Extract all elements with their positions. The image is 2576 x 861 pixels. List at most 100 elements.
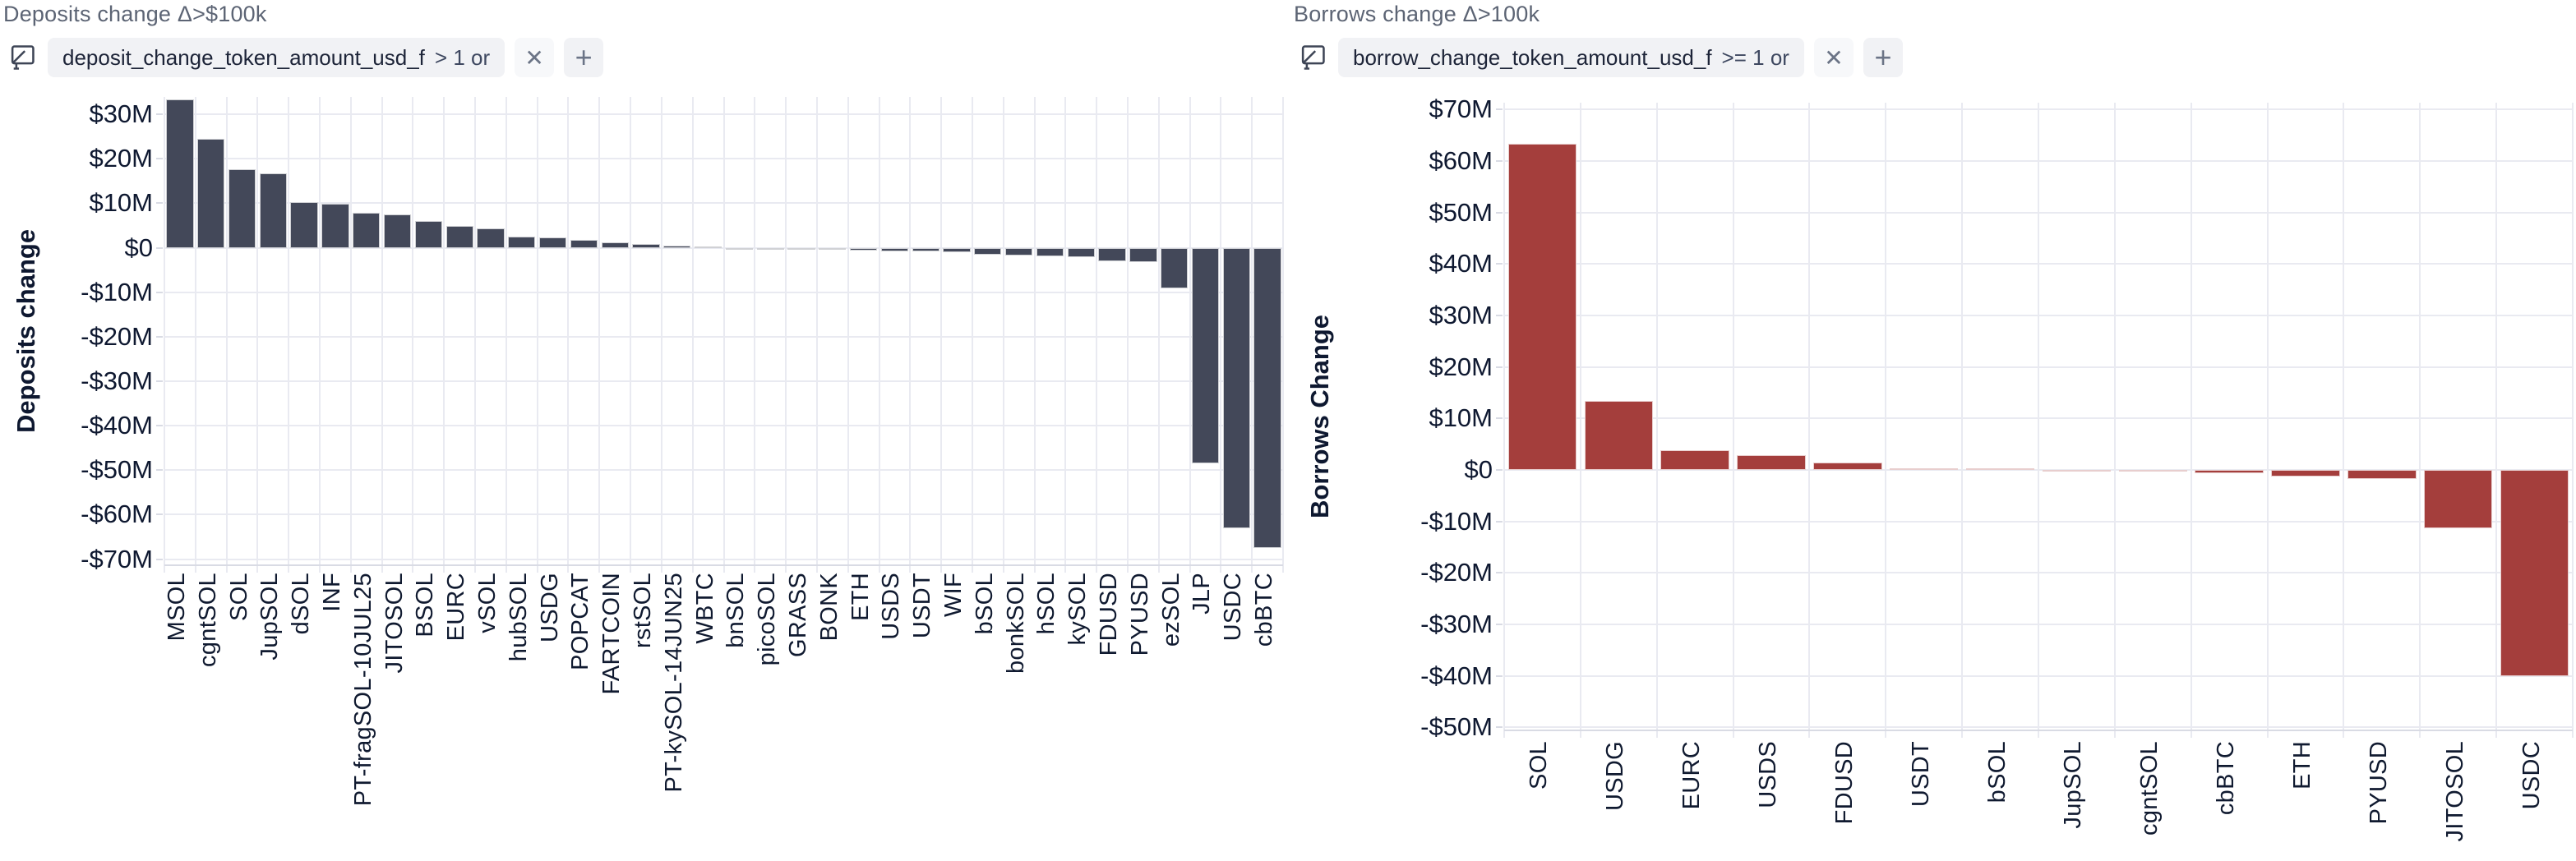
- remove-filter-button[interactable]: ✕: [1813, 38, 1854, 77]
- bar-USDS[interactable]: [1737, 455, 1806, 470]
- bar-bSOL[interactable]: [974, 247, 1002, 255]
- bar-SOL[interactable]: [1507, 144, 1577, 470]
- x-tick-label: EURC: [443, 573, 470, 642]
- y-gridline: [1504, 159, 2573, 162]
- bar-GRASS[interactable]: [787, 247, 815, 250]
- bar-kySOL[interactable]: [1067, 247, 1095, 258]
- bar-rstSOL[interactable]: [632, 244, 660, 248]
- bar-POPCAT[interactable]: [570, 240, 598, 248]
- bar-JLP[interactable]: [1191, 247, 1220, 463]
- bar-USDC[interactable]: [1222, 247, 1250, 528]
- y-gridline: [164, 158, 1283, 160]
- x-tick-label: cbBTC: [2213, 741, 2240, 816]
- bar-ETH[interactable]: [2271, 470, 2340, 477]
- remove-filter-button[interactable]: ✕: [515, 38, 555, 77]
- x-gridline: [1064, 97, 1067, 573]
- bar-USDG[interactable]: [538, 237, 567, 248]
- bar-WIF[interactable]: [943, 247, 971, 252]
- bar-cgntSOL[interactable]: [197, 138, 225, 248]
- bar-PT-fragSOL-10JUL25[interactable]: [353, 213, 381, 248]
- filter-field-label: borrow_change_token_amount_usd_f: [1353, 44, 1712, 70]
- x-gridline: [1220, 97, 1222, 573]
- bar-hubSOL[interactable]: [508, 236, 536, 248]
- x-gridline: [754, 97, 756, 573]
- x-tick-label: JLP: [1189, 573, 1216, 615]
- explore-chart-icon[interactable]: [7, 42, 38, 73]
- add-filter-button[interactable]: +: [564, 38, 604, 77]
- bar-BSOL[interactable]: [414, 220, 442, 248]
- bar-cgntSOL[interactable]: [2118, 470, 2188, 472]
- x-tick-label: kySOL: [1064, 573, 1092, 646]
- x-gridline: [1126, 97, 1129, 573]
- y-tick-label: -$20M: [81, 321, 153, 351]
- x-tick-label: USDG: [536, 573, 563, 642]
- x-tick-label: JupSOL: [256, 573, 284, 661]
- bar-PYUSD[interactable]: [2347, 470, 2417, 480]
- bar-cbBTC[interactable]: [1253, 247, 1281, 549]
- x-tick-label: POPCAT: [567, 573, 594, 670]
- close-icon: ✕: [524, 44, 544, 71]
- y-gridline: [164, 246, 1283, 249]
- filter-chip[interactable]: deposit_change_token_amount_usd_f > 1 or: [48, 38, 506, 77]
- bar-USDS[interactable]: [880, 247, 909, 251]
- bar-JITOSOL[interactable]: [383, 214, 412, 248]
- bar-JITOSOL[interactable]: [2423, 470, 2493, 528]
- x-tick-label: USDG: [1602, 741, 1629, 811]
- bar-hSOL[interactable]: [1036, 247, 1064, 257]
- bar-BONK[interactable]: [819, 247, 847, 251]
- x-tick-label: USDC: [1220, 573, 1247, 642]
- bar-FDUSD[interactable]: [1813, 462, 1882, 470]
- filter-condition-label: >= 1 or: [1721, 44, 1789, 70]
- y-tick-mark: [156, 202, 163, 205]
- bar-JupSOL[interactable]: [259, 173, 287, 248]
- bar-EURC[interactable]: [445, 226, 473, 248]
- borrows-bar-chart: $70M $60M $50M $40M $30M $20M $10M $0 -$10M -$20M…: [1290, 0, 2576, 861]
- bar-INF[interactable]: [321, 204, 349, 248]
- bar-bonkSOL[interactable]: [1005, 247, 1033, 256]
- x-gridline: [722, 97, 725, 573]
- bar-SOL[interactable]: [228, 169, 256, 248]
- bar-ETH[interactable]: [849, 247, 878, 251]
- bar-FDUSD[interactable]: [1098, 247, 1126, 261]
- y-tick-mark: [156, 335, 163, 338]
- bar-dSOL[interactable]: [290, 202, 318, 248]
- x-tick-label: picoSOL: [754, 573, 781, 666]
- x-gridline: [1655, 103, 1658, 738]
- filter-chip[interactable]: borrow_change_token_amount_usd_f >= 1 or: [1338, 38, 1804, 77]
- bar-cbBTC[interactable]: [2195, 470, 2264, 474]
- bar-USDG[interactable]: [1584, 401, 1654, 470]
- bar-USDT[interactable]: [912, 247, 939, 252]
- bar-USDC[interactable]: [2500, 470, 2569, 676]
- bar-PT-kySOL-14JUN25[interactable]: [663, 245, 691, 248]
- bar-bnSOL[interactable]: [725, 247, 754, 250]
- bar-ezSOL[interactable]: [1161, 247, 1189, 288]
- x-tick-label: USDT: [1907, 741, 1934, 808]
- x-tick-label: BONK: [815, 573, 843, 642]
- y-tick-label: $0: [124, 233, 153, 262]
- x-gridline: [194, 97, 196, 573]
- x-tick-label: rstSOL: [629, 573, 656, 649]
- x-tick-label: FDUSD: [1096, 573, 1123, 656]
- y-gridline: [1504, 675, 2573, 677]
- x-tick-label: USDT: [909, 573, 936, 639]
- x-gridline: [815, 97, 818, 573]
- add-filter-button[interactable]: +: [1863, 38, 1903, 77]
- bar-picoSOL[interactable]: [756, 247, 784, 250]
- bar-WBTC[interactable]: [694, 246, 722, 248]
- bar-bSOL[interactable]: [1965, 468, 2035, 471]
- bar-MSOL[interactable]: [166, 99, 194, 248]
- bar-vSOL[interactable]: [477, 228, 505, 248]
- x-gridline: [1282, 97, 1284, 573]
- y-tick-mark: [1496, 314, 1503, 316]
- bar-EURC[interactable]: [1660, 450, 1729, 470]
- x-tick-label: ETH: [847, 573, 874, 621]
- bar-USDT[interactable]: [1889, 468, 1959, 471]
- y-tick-mark: [156, 291, 163, 293]
- explore-chart-icon[interactable]: [1297, 42, 1328, 73]
- bar-JupSOL[interactable]: [2042, 470, 2112, 472]
- filter-row: borrow_change_token_amount_usd_f >= 1 or…: [1297, 38, 1903, 77]
- y-tick-label: $50M: [1429, 197, 1493, 227]
- bar-FARTCOIN[interactable]: [601, 242, 629, 248]
- bar-PYUSD[interactable]: [1129, 247, 1157, 262]
- x-gridline: [1885, 103, 1887, 738]
